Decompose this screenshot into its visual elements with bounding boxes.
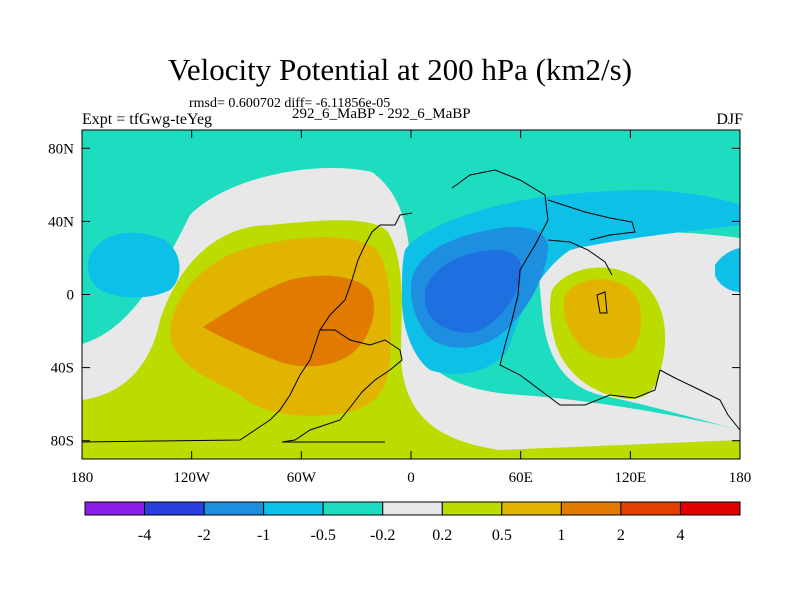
y-tick-label: 80S [51,434,74,450]
y-tick-label: 80N [48,141,74,157]
colorbar-swatch [441,501,503,516]
colorbar-swatch [263,501,324,516]
colorbar-label: 0.2 [432,527,452,544]
colorbar-label: -0.5 [311,527,336,544]
colorbar: -4 -2 -1 -0.5 -0.2 0.2 0.5 1 2 4 [84,501,741,544]
colorbar-label: -0.2 [370,527,395,544]
colorbar-swatch [382,501,443,516]
experiment-label: Expt = tfGwg-teYeg [82,111,213,128]
colorbar-label: -1 [257,527,270,544]
colorbar-swatch [322,501,384,516]
comparison-label: 292_6_MaBP - 292_6_MaBP [292,106,471,122]
fill-band-lightblue-eastedge [715,248,740,292]
coastline-layer [82,169,740,443]
x-tick-label: 120W [173,470,211,486]
fill-band-darkblue-core [425,250,522,333]
season-label: DJF [716,111,743,128]
fill-band-orange-east [563,279,642,359]
x-tick-label: 60E [509,470,533,486]
colorbar-swatch [501,501,562,516]
y-tick-label: 40N [48,214,74,230]
fill-band-lightblue-pacific [87,232,180,298]
axes-layer: 180 120W 60W 0 60E 120E 180 80N 40N 0 40S 80S [48,130,751,486]
colorbar-swatch [679,501,741,516]
colorbar-label: 0.5 [492,527,512,544]
colorbar-swatch [144,501,205,516]
x-tick-label: 0 [407,470,415,486]
colorbar-label: -2 [197,527,210,544]
fill-band-darkorange-west [203,275,374,367]
x-tick-label: 180 [71,470,94,486]
y-tick-label: 40S [51,361,74,377]
x-tick-label: 120E [614,470,646,486]
x-tick-label: 60W [287,470,317,486]
colorbar-label: 1 [557,527,565,544]
coastline-australia-east [659,369,740,431]
colorbar-swatch [84,501,146,516]
colorbar-swatch [620,501,681,516]
chart-title: Velocity Potential at 200 hPa (km2/s) [167,52,633,87]
colorbar-swatch [560,501,622,516]
coastline-asia-north [547,199,636,241]
y-tick-label: 0 [67,288,75,304]
coastline-americas [82,212,413,443]
colorbar-label: -4 [138,527,151,544]
colorbar-label: 2 [617,527,625,544]
coastline-island-indian [596,291,608,314]
x-tick-label: 180 [729,470,752,486]
contour-fill-layer [82,130,740,459]
coastline-eurasia-africa [451,169,661,406]
colorbar-label: 4 [676,527,684,544]
colorbar-swatch [203,501,265,516]
stats-label: rmsd= 0.600702 diff= -6.11856e-05 [189,96,391,111]
